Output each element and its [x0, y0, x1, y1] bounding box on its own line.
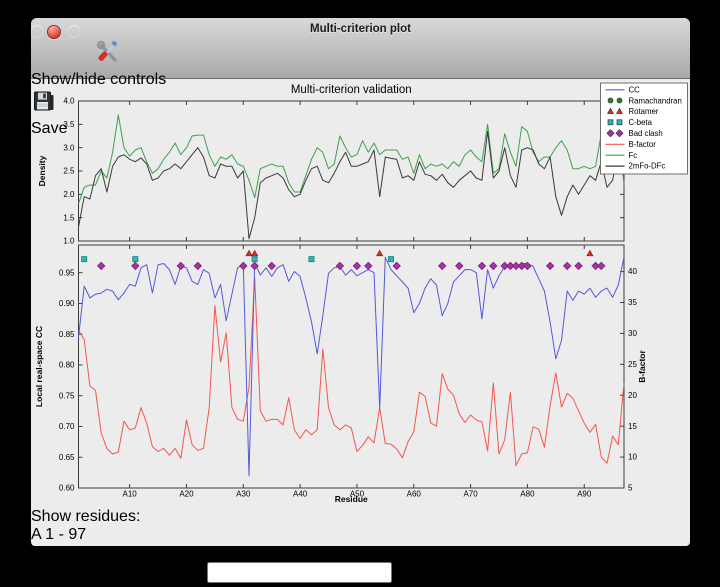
plot-canvas[interactable]: Multi-criterion validation Density Local r…: [31, 79, 690, 504]
status-bar: Click on any area of the graph to zoom i…: [31, 583, 690, 587]
app-window: Multi-criterion plot Show/hide con: [31, 18, 690, 587]
svg-text:0.75: 0.75: [59, 391, 75, 400]
close-button[interactable]: [47, 25, 61, 39]
svg-text:0.70: 0.70: [59, 422, 75, 431]
svg-text:5: 5: [628, 484, 633, 493]
titlebar[interactable]: Multi-criterion plot: [31, 18, 690, 40]
show-hide-controls-button[interactable]: Show/hide controls: [31, 40, 690, 89]
svg-text:B-factor: B-factor: [637, 350, 647, 383]
svg-text:0.65: 0.65: [59, 453, 75, 462]
down-arrow-icon: ▼: [51, 544, 68, 561]
svg-text:3.0: 3.0: [63, 143, 75, 152]
tools-icon: [95, 40, 690, 71]
stepper-icon[interactable]: ▲ ▼: [31, 544, 690, 562]
svg-text:3.5: 3.5: [63, 120, 75, 129]
svg-text:CC: CC: [629, 85, 641, 94]
save-button[interactable]: Save: [31, 89, 690, 138]
show-hide-controls-label: Show/hide controls: [31, 71, 167, 88]
window-title: Multi-criterion plot: [310, 23, 411, 35]
svg-text:A10: A10: [123, 490, 138, 499]
svg-text:Local real-space CC: Local real-space CC: [34, 326, 44, 407]
svg-text:25: 25: [628, 360, 637, 369]
svg-text:20: 20: [628, 391, 637, 400]
svg-text:B-factor: B-factor: [629, 140, 657, 149]
svg-text:A90: A90: [577, 490, 592, 499]
save-label: Save: [31, 120, 68, 137]
chain-range-value: A 1 - 97: [31, 526, 87, 543]
zoom-residue-input[interactable]: [206, 562, 392, 583]
zoom-residue-label: Click to zoom residue:: [45, 564, 203, 581]
svg-text:0.85: 0.85: [59, 330, 75, 339]
window-chrome: Multi-criterion plot Show/hide con: [31, 18, 690, 137]
svg-text:C-beta: C-beta: [629, 118, 653, 127]
chain-range-select[interactable]: A 1 - 97 ▲ ▼: [31, 526, 690, 562]
status-text: Click on any area of the graph to zoom i…: [31, 583, 670, 587]
svg-text:A50: A50: [350, 490, 365, 499]
svg-text:0.80: 0.80: [59, 361, 75, 370]
svg-text:A30: A30: [236, 490, 251, 499]
svg-text:1.5: 1.5: [63, 213, 75, 222]
svg-text:A60: A60: [407, 490, 422, 499]
svg-text:Bad clash: Bad clash: [629, 129, 663, 138]
svg-text:Multi-criterion validation: Multi-criterion validation: [291, 84, 412, 96]
show-residues-label: Show residues:: [31, 508, 141, 525]
svg-text:Residue: Residue: [335, 494, 368, 503]
svg-text:15: 15: [628, 422, 637, 431]
svg-text:Rotamer: Rotamer: [629, 107, 659, 116]
svg-text:0.95: 0.95: [59, 268, 75, 277]
svg-text:4.0: 4.0: [63, 97, 75, 106]
svg-text:40: 40: [628, 267, 637, 276]
svg-text:0.60: 0.60: [59, 484, 75, 493]
svg-text:A80: A80: [520, 490, 535, 499]
svg-text:2.0: 2.0: [63, 190, 75, 199]
svg-text:A40: A40: [293, 490, 308, 499]
controls-bar: Show residues: A 1 - 97 ▲ ▼ Click to zoo…: [31, 508, 690, 583]
svg-text:A70: A70: [463, 490, 478, 499]
svg-text:A20: A20: [179, 490, 194, 499]
svg-text:Fc: Fc: [629, 151, 638, 160]
svg-text:Ramachandran: Ramachandran: [629, 96, 682, 105]
svg-text:0.90: 0.90: [59, 299, 75, 308]
svg-text:10: 10: [628, 453, 637, 462]
svg-text:2mFo-DFc: 2mFo-DFc: [629, 162, 666, 171]
svg-text:Density: Density: [37, 155, 47, 186]
svg-text:2.5: 2.5: [63, 167, 75, 176]
svg-text:30: 30: [628, 329, 637, 338]
save-icon: [31, 89, 690, 120]
svg-text:35: 35: [628, 298, 637, 307]
up-arrow-icon: ▲: [31, 544, 47, 561]
svg-text:1.0: 1.0: [63, 237, 75, 246]
plot-area: Multi-criterion validation Density Local r…: [31, 79, 690, 508]
toolbar: Show/hide controls: [31, 40, 690, 138]
